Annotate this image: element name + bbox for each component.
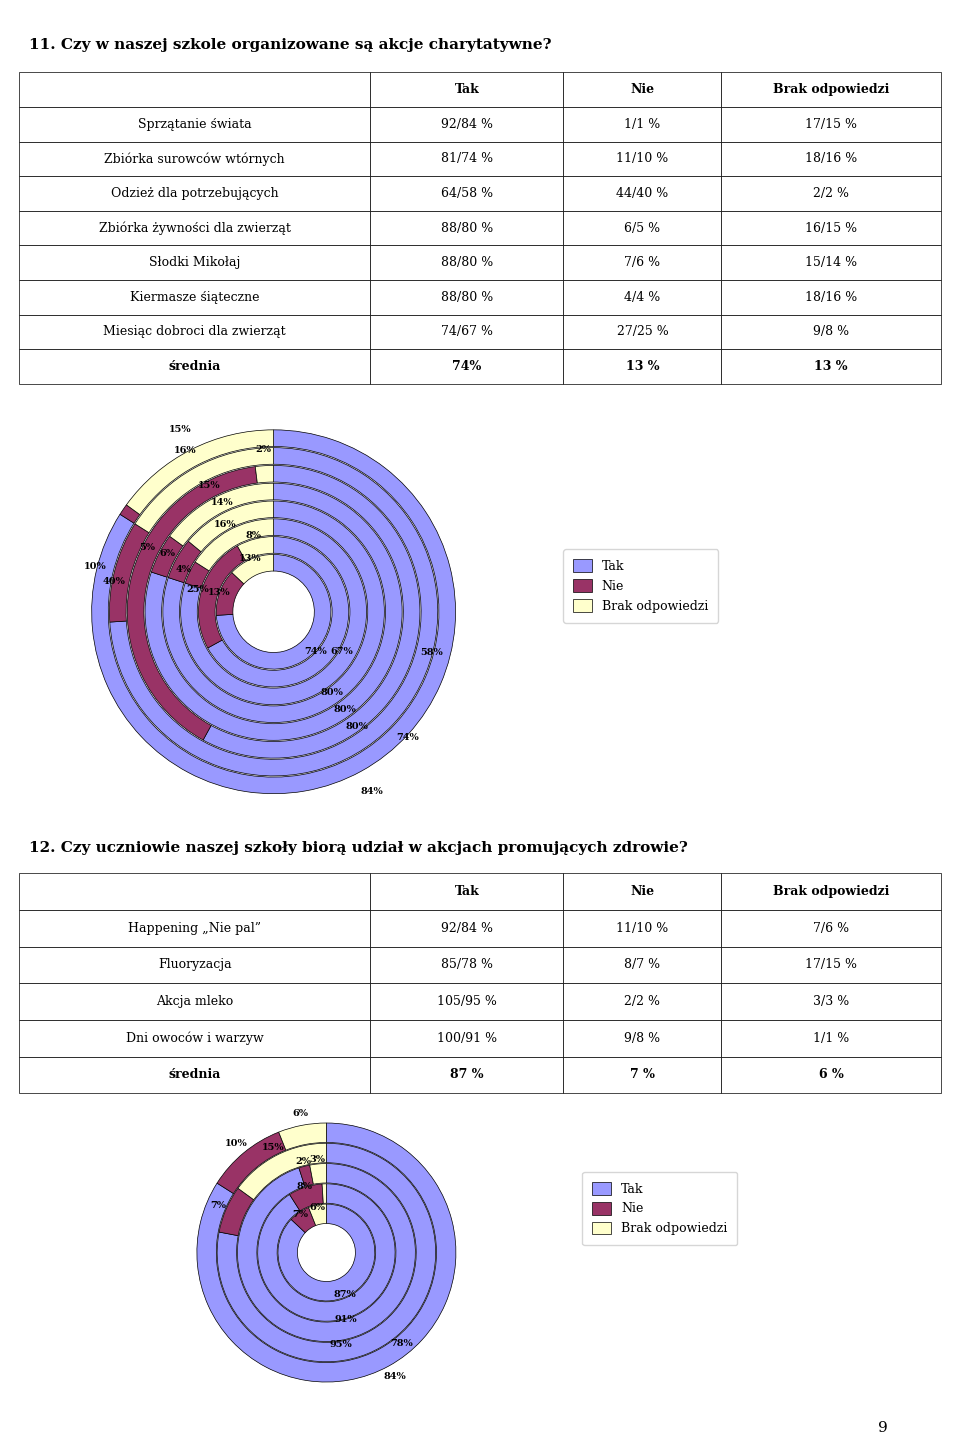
Text: 6%: 6% <box>159 549 176 557</box>
Text: 10%: 10% <box>225 1140 248 1148</box>
Text: 8%: 8% <box>297 1182 313 1190</box>
Wedge shape <box>152 536 183 578</box>
Text: 13%: 13% <box>207 588 230 597</box>
Text: 7%: 7% <box>210 1202 227 1211</box>
Wedge shape <box>257 1184 396 1321</box>
Wedge shape <box>299 1166 313 1186</box>
Text: 3%: 3% <box>309 1156 325 1164</box>
Wedge shape <box>180 518 367 705</box>
Text: 6%: 6% <box>292 1109 308 1118</box>
Wedge shape <box>204 465 420 759</box>
Wedge shape <box>188 501 274 552</box>
Wedge shape <box>237 537 274 560</box>
Text: 15%: 15% <box>262 1144 284 1153</box>
Text: 12. Czy uczniowie naszej szkoły biorą udział w akcjach promujących zdrowie?: 12. Czy uczniowie naszej szkoły biorą ud… <box>29 841 687 854</box>
Wedge shape <box>127 430 274 514</box>
Text: 95%: 95% <box>329 1341 352 1350</box>
Text: 13%: 13% <box>239 555 262 563</box>
Text: 80%: 80% <box>333 705 356 714</box>
Legend: Tak, Nie, Brak odpowiedzi: Tak, Nie, Brak odpowiedzi <box>564 549 718 623</box>
Wedge shape <box>207 537 348 686</box>
Text: 10%: 10% <box>84 562 107 571</box>
Wedge shape <box>195 518 274 571</box>
Text: 5%: 5% <box>139 543 156 552</box>
Text: 80%: 80% <box>346 723 369 731</box>
Text: 11. Czy w naszej szkole organizowane są akcje charytatywne?: 11. Czy w naszej szkole organizowane są … <box>29 38 551 52</box>
Wedge shape <box>323 1184 326 1203</box>
Text: 15%: 15% <box>198 481 221 489</box>
Wedge shape <box>168 542 201 582</box>
Text: 6%: 6% <box>310 1203 325 1212</box>
Text: 2%: 2% <box>295 1157 311 1167</box>
Text: 74%: 74% <box>304 647 327 656</box>
Wedge shape <box>163 501 384 723</box>
Text: 80%: 80% <box>321 688 344 696</box>
Text: 7%: 7% <box>293 1211 309 1219</box>
Text: 16%: 16% <box>174 446 197 455</box>
Wedge shape <box>197 1124 456 1381</box>
Wedge shape <box>128 466 257 740</box>
Wedge shape <box>91 430 456 794</box>
Wedge shape <box>109 447 438 776</box>
Text: 40%: 40% <box>102 576 125 586</box>
Wedge shape <box>278 1124 326 1150</box>
Text: 15%: 15% <box>169 424 192 434</box>
Wedge shape <box>237 1164 416 1341</box>
Wedge shape <box>255 465 274 484</box>
Wedge shape <box>109 524 149 623</box>
Text: 4%: 4% <box>176 565 191 573</box>
Wedge shape <box>216 572 244 615</box>
Wedge shape <box>216 555 331 669</box>
Text: 78%: 78% <box>390 1338 413 1348</box>
Text: 25%: 25% <box>186 585 209 594</box>
Wedge shape <box>170 484 274 546</box>
Wedge shape <box>217 1132 286 1193</box>
Wedge shape <box>238 1144 326 1200</box>
Text: 2%: 2% <box>255 445 272 453</box>
Text: 84%: 84% <box>361 786 384 796</box>
Wedge shape <box>291 1208 316 1232</box>
Wedge shape <box>199 546 246 649</box>
Wedge shape <box>145 484 402 740</box>
Wedge shape <box>185 562 209 588</box>
Text: 67%: 67% <box>330 647 353 656</box>
Text: 84%: 84% <box>383 1371 406 1381</box>
Wedge shape <box>219 1189 253 1235</box>
Text: 74%: 74% <box>396 733 419 743</box>
Text: 91%: 91% <box>334 1315 357 1323</box>
Text: 14%: 14% <box>211 498 233 507</box>
Text: 16%: 16% <box>214 520 237 529</box>
Wedge shape <box>290 1184 324 1211</box>
Wedge shape <box>310 1164 326 1184</box>
Text: 8%: 8% <box>246 531 262 540</box>
Wedge shape <box>231 555 274 584</box>
Wedge shape <box>120 505 140 523</box>
Text: 58%: 58% <box>420 647 443 657</box>
Wedge shape <box>278 1205 374 1300</box>
Text: 9: 9 <box>878 1420 888 1435</box>
Text: 87%: 87% <box>333 1290 356 1299</box>
Wedge shape <box>135 447 274 533</box>
Wedge shape <box>308 1205 326 1225</box>
Legend: Tak, Nie, Brak odpowiedzi: Tak, Nie, Brak odpowiedzi <box>583 1171 737 1245</box>
Wedge shape <box>217 1144 436 1361</box>
